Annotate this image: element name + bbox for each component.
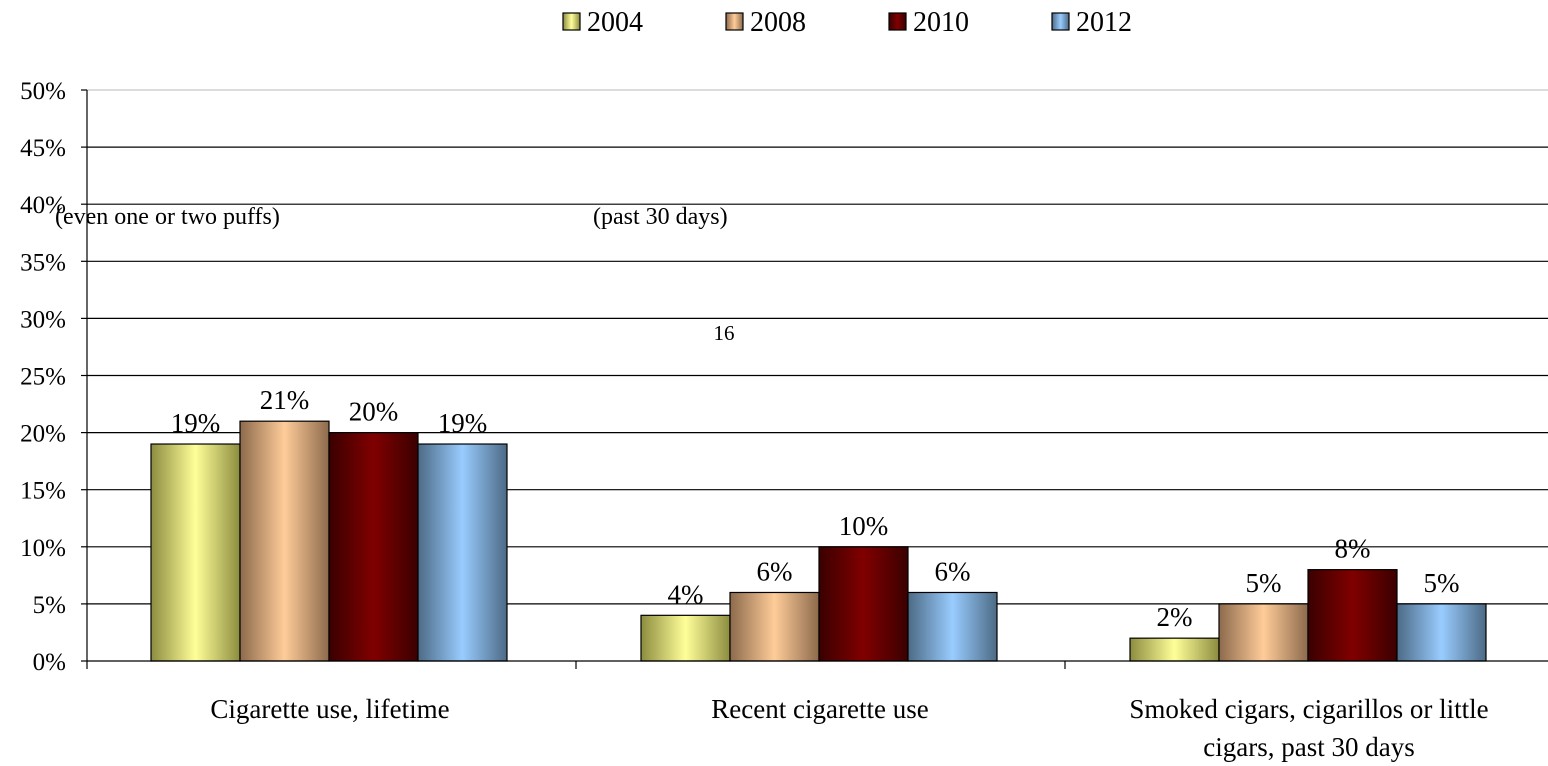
- y-tick-label: 0%: [33, 649, 66, 676]
- category-label: Cigarette use, lifetime: [210, 694, 449, 724]
- y-tick-label: 40%: [20, 192, 66, 219]
- data-label: 5%: [1246, 568, 1282, 598]
- y-tick-label: 50%: [20, 78, 66, 105]
- data-label: 4%: [668, 579, 704, 609]
- y-tick-label: 30%: [20, 306, 66, 333]
- legend: 2004 2008 2010 2012: [562, 7, 1132, 38]
- data-label: 6%: [935, 556, 971, 586]
- bar: [1307, 569, 1398, 662]
- bar: [1218, 603, 1309, 662]
- data-label: 8%: [1335, 534, 1371, 564]
- y-tick-label: 15%: [20, 478, 66, 505]
- y-tick-label: 45%: [20, 135, 66, 162]
- data-label: 19%: [171, 408, 221, 438]
- annotation: 16: [714, 321, 735, 345]
- legend-swatch: [562, 12, 581, 31]
- data-label: 20%: [349, 397, 399, 427]
- data-label: 10%: [839, 511, 889, 541]
- legend-swatch: [1051, 12, 1070, 31]
- legend-swatch: [888, 12, 907, 31]
- annotation: (past 30 days): [593, 204, 728, 230]
- annotation: (even one or two puffs): [55, 204, 280, 230]
- category-label: Smoked cigars, cigarillos or little: [1129, 694, 1488, 724]
- data-label: 2%: [1157, 602, 1193, 632]
- y-tick-label: 25%: [20, 364, 66, 391]
- bar: [729, 591, 820, 662]
- bar: [239, 420, 330, 662]
- x-axis: [86, 90, 1548, 669]
- legend-label: 2010: [913, 7, 969, 38]
- bar: [1129, 637, 1220, 662]
- bar: [907, 591, 998, 662]
- legend-label: 2012: [1076, 7, 1132, 38]
- category-labels: Cigarette use, lifetime Recent cigarette …: [210, 694, 1488, 762]
- bar: [328, 432, 419, 662]
- category-label: Recent cigarette use: [711, 694, 928, 724]
- data-label: 19%: [438, 408, 488, 438]
- category-label: cigars, past 30 days: [1203, 732, 1414, 762]
- y-tick-label: 10%: [20, 535, 66, 562]
- y-tick-label: 5%: [33, 592, 66, 619]
- annotations: (even one or two puffs) (past 30 days) 16: [55, 204, 735, 345]
- legend-label: 2004: [587, 7, 643, 38]
- y-tick-label: 35%: [20, 249, 66, 276]
- bar: [1396, 603, 1487, 662]
- data-label: 21%: [260, 385, 310, 415]
- legend-swatch: [725, 12, 744, 31]
- legend-label: 2008: [750, 7, 806, 38]
- bar: [640, 614, 731, 662]
- y-axis: 0% 5% 10% 15% 20% 25% 30% 35% 40% 45% 50%: [20, 78, 87, 676]
- bar: [150, 443, 241, 662]
- data-label: 6%: [757, 556, 793, 586]
- bars: 19% 21% 20% 19% 4% 6% 10% 6% 2% 5% 8% 5%: [150, 385, 1487, 662]
- data-label: 5%: [1424, 568, 1460, 598]
- bar: [417, 443, 508, 662]
- bar: [818, 546, 909, 662]
- y-tick-label: 20%: [20, 421, 66, 448]
